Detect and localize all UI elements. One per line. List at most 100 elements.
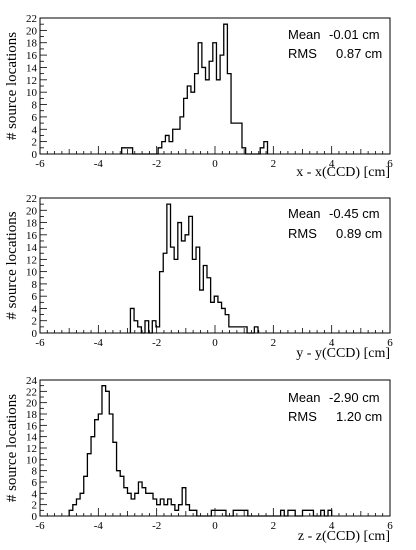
- histogram-bin: [222, 510, 226, 516]
- histogram-bin: [218, 302, 222, 333]
- y-tick-label: 10: [26, 87, 38, 99]
- histogram-bin: [206, 80, 210, 154]
- histogram-bin: [195, 74, 199, 154]
- histogram-bin: [216, 80, 220, 154]
- y-tick-label: 14: [26, 432, 38, 444]
- histogram-bin: [192, 259, 196, 333]
- x-tick-label: 6: [387, 337, 393, 349]
- y-tick-label: 14: [26, 242, 38, 254]
- histogram-bin: [211, 510, 215, 516]
- histogram-bin: [160, 499, 164, 516]
- histogram-bin: [131, 499, 135, 516]
- histogram-bin: [235, 123, 239, 154]
- histogram-bin: [138, 482, 142, 516]
- y-axis-label: # source locations: [4, 211, 20, 319]
- x-tick-label: -2: [152, 520, 161, 532]
- histogram-bin: [156, 327, 160, 333]
- stats-mean-value: -0.01 cm: [329, 27, 380, 42]
- y-tick-label: 16: [26, 50, 38, 62]
- y-tick-label: 6: [32, 112, 38, 124]
- histogram-bin: [198, 43, 202, 154]
- y-tick-label: 6: [32, 291, 38, 303]
- y-tick-label: 0: [32, 511, 38, 523]
- histogram-bin: [219, 510, 223, 516]
- y-tick-label: 22: [26, 386, 37, 398]
- histogram-bin: [213, 43, 217, 154]
- histogram-bin: [254, 327, 258, 333]
- histogram-bin: [145, 321, 149, 333]
- x-tick-label: -6: [35, 337, 45, 349]
- x-tick-label: -6: [35, 158, 45, 170]
- y-tick-label: 18: [26, 409, 38, 421]
- y-tick-label: 4: [32, 124, 38, 136]
- stats-mean-label: Mean: [288, 27, 321, 42]
- histogram-bin: [224, 24, 228, 154]
- x-tick-label: 2: [271, 337, 277, 349]
- x-tick-label: -2: [152, 158, 161, 170]
- histogram-bin: [69, 510, 73, 516]
- histogram-bin: [80, 493, 84, 516]
- histogram-bin: [169, 142, 173, 154]
- histogram-bin: [149, 493, 153, 516]
- histogram-bin: [196, 247, 200, 333]
- histogram-bin: [165, 135, 169, 154]
- histogram-bin: [173, 129, 177, 154]
- y-tick-label: 8: [32, 466, 38, 478]
- histogram-bin: [174, 259, 178, 333]
- stats-rms-value: 1.20 cm: [336, 409, 382, 424]
- histogram-bin: [236, 327, 240, 333]
- y-tick-label: 16: [26, 420, 38, 432]
- y-tick-label: 12: [26, 443, 37, 455]
- histogram-bin: [162, 142, 166, 154]
- y-tick-label: 12: [26, 75, 37, 87]
- histogram-bin: [84, 476, 88, 516]
- histogram-bin: [76, 499, 80, 516]
- y-axis-label: # source locations: [4, 32, 20, 140]
- histogram-bin: [281, 510, 285, 516]
- histogram-bin: [128, 493, 132, 516]
- histogram-bin: [134, 321, 138, 333]
- x-tick-label: -6: [35, 520, 45, 532]
- histogram-bin: [176, 129, 180, 154]
- histogram-bin: [227, 74, 231, 154]
- y-tick-label: 2: [32, 500, 38, 512]
- histogram-bin: [135, 493, 139, 516]
- histogram-bin: [152, 321, 156, 333]
- histogram-bin: [164, 505, 168, 516]
- y-tick-label: 22: [26, 13, 37, 25]
- histogram-bin: [98, 414, 102, 516]
- histogram-bin: [303, 510, 307, 516]
- histogram-bin: [243, 327, 247, 333]
- x-tick-label: 0: [212, 158, 218, 170]
- y-tick-label: 18: [26, 38, 38, 50]
- histogram-bin: [171, 247, 175, 333]
- histogram-bin: [142, 488, 146, 516]
- histogram-bin: [191, 92, 195, 154]
- histogram-bin: [189, 216, 193, 333]
- y-tick-label: 0: [32, 149, 38, 161]
- histogram-bin: [185, 235, 189, 333]
- y-tick-label: 24: [26, 375, 38, 387]
- histogram-bin: [91, 437, 95, 516]
- histogram-bin: [181, 241, 185, 333]
- y-tick-label: 18: [26, 218, 38, 230]
- x-axis-label: y - y(CCD) [cm]: [296, 346, 390, 361]
- x-tick-label: 6: [387, 520, 393, 532]
- histogram-bin: [207, 278, 211, 333]
- histogram-bin: [73, 505, 77, 516]
- histogram-bin: [189, 510, 193, 516]
- x-tick-label: 4: [329, 158, 335, 170]
- histogram-bin: [200, 290, 204, 333]
- stats-rms-value: 0.87 cm: [336, 46, 382, 61]
- histogram-bin: [124, 488, 128, 516]
- histogram-bin: [163, 253, 167, 333]
- histogram-bin: [138, 327, 142, 333]
- x-tick-label: 0: [212, 337, 218, 349]
- histogram-bin: [160, 272, 164, 333]
- histogram-bin: [157, 505, 161, 516]
- histogram-bin: [184, 98, 188, 154]
- y-axis-label: # source locations: [4, 394, 20, 502]
- histogram-bin: [167, 204, 171, 333]
